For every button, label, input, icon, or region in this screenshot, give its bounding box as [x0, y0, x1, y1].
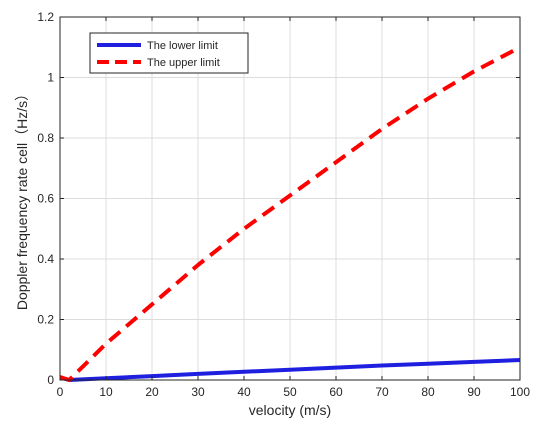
- y-tick-label: 0: [47, 373, 54, 387]
- y-tick-label: 0.4: [37, 252, 54, 266]
- y-axis-title: Doppler frequency rate cell（Hz/s）: [14, 87, 30, 310]
- y-tick-label: 0.6: [37, 192, 54, 206]
- x-tick-label: 100: [510, 385, 530, 399]
- ticks: [59, 16, 521, 381]
- x-tick-label: 0: [57, 385, 64, 399]
- legend-label-lower-limit: The lower limit: [147, 40, 218, 52]
- y-tick-label: 1: [47, 71, 54, 85]
- legend-label-upper-limit: The upper limit: [147, 57, 220, 69]
- x-tick-label: 80: [421, 385, 435, 399]
- y-tick-label: 1.2: [37, 10, 54, 24]
- x-tick-label: 50: [283, 385, 297, 399]
- legend: The lower limit The upper limit: [89, 32, 249, 74]
- x-tick-label: 20: [145, 385, 159, 399]
- x-tick-label: 40: [237, 385, 251, 399]
- y-tick-label: 0.8: [37, 131, 54, 145]
- series-line-upper-limit: [59, 45, 521, 382]
- x-tick-label: 90: [467, 385, 481, 399]
- x-tick-label: 60: [329, 385, 343, 399]
- series-lines: [59, 45, 521, 382]
- series-line-lower-limit: [59, 358, 521, 382]
- legend-box: [89, 32, 249, 74]
- tick-labels: 0 10 20 30 40 50 60 70 80 90 100 0 0.2 0.4 0.6 0.8 1 1.2: [37, 10, 530, 399]
- x-tick-label: 10: [99, 385, 113, 399]
- y-tick-label: 0.2: [37, 313, 54, 327]
- x-tick-label: 70: [375, 385, 389, 399]
- x-tick-label: 30: [191, 385, 205, 399]
- x-axis-title: velocity (m/s): [249, 402, 331, 418]
